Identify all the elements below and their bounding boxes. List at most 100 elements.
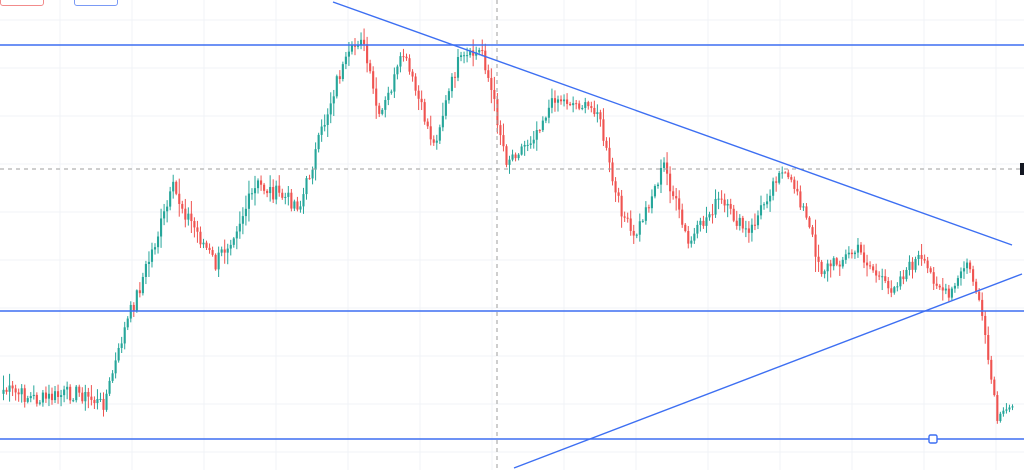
candle-body	[435, 140, 438, 143]
candle-body	[344, 56, 347, 65]
candle-body	[35, 394, 38, 404]
candle-body	[784, 172, 787, 174]
candle-body	[232, 238, 235, 245]
candle-body	[359, 39, 363, 46]
candle-body	[805, 206, 808, 218]
candle-body	[865, 262, 869, 266]
candle-body	[314, 149, 317, 170]
candle-body	[981, 299, 984, 316]
candle-body	[872, 266, 875, 271]
candle-body	[338, 76, 341, 80]
candle-body	[617, 192, 620, 196]
candle-body	[972, 269, 975, 282]
candle-body	[959, 271, 963, 279]
candle-body	[2, 389, 5, 394]
order-tag-blue[interactable]	[74, 0, 118, 6]
candle-body	[862, 252, 866, 263]
candle-body	[156, 236, 160, 248]
candle-body	[911, 261, 914, 270]
candles	[2, 28, 1014, 424]
line-handle[interactable]	[928, 434, 938, 444]
candle-body	[772, 181, 775, 196]
candle-body	[662, 162, 666, 168]
candle-body	[126, 318, 129, 328]
candle-body	[317, 134, 320, 150]
candle-body	[875, 270, 878, 276]
candle-body	[41, 392, 44, 403]
candle-body	[769, 195, 772, 202]
candle-body	[402, 56, 405, 58]
trend-line[interactable]	[332, 1, 1013, 246]
candle-body	[499, 125, 502, 136]
trend-line[interactable]	[513, 273, 1023, 469]
candle-body	[756, 215, 760, 226]
candle-body	[523, 144, 526, 147]
candle-body	[363, 39, 366, 45]
candle-body	[590, 106, 593, 108]
candle-body	[269, 186, 272, 194]
candle-body	[969, 262, 972, 270]
candle-body	[923, 258, 926, 261]
candle-body	[526, 144, 529, 146]
candle-body	[408, 58, 411, 72]
candle-body	[887, 280, 890, 289]
candle-body	[559, 99, 563, 102]
candle-body	[859, 244, 863, 253]
candle-body	[726, 203, 729, 206]
candle-body	[335, 76, 338, 97]
candle-body	[353, 45, 357, 47]
candle-body	[235, 231, 238, 239]
candle-body	[441, 115, 444, 128]
candle-body	[178, 193, 181, 204]
candle-body	[541, 120, 544, 131]
candle-body	[750, 224, 753, 233]
candle-body	[514, 154, 517, 159]
candle-body	[132, 304, 135, 312]
candle-body	[790, 177, 793, 180]
candle-body	[53, 391, 57, 401]
candle-body	[208, 247, 211, 251]
candle-body	[587, 102, 590, 107]
candle-body	[741, 217, 744, 229]
candle-body	[366, 44, 369, 64]
candle-body	[150, 249, 154, 262]
candle-body	[935, 283, 938, 286]
candle-body	[417, 90, 420, 99]
candle-body	[84, 391, 87, 402]
candle-body	[481, 50, 484, 52]
candle-body	[117, 347, 120, 361]
candle-body	[944, 288, 947, 291]
order-tag-red[interactable]	[0, 0, 44, 6]
candle-body	[390, 91, 393, 93]
candle-body	[693, 233, 696, 241]
candle-body	[644, 207, 647, 221]
candle-body	[453, 76, 457, 78]
candle-body	[799, 191, 802, 208]
candle-body	[278, 185, 281, 193]
candle-body	[287, 192, 290, 197]
candle-body	[341, 64, 344, 80]
candle-body	[93, 399, 96, 404]
candle-body	[472, 50, 475, 56]
candle-body	[432, 139, 435, 143]
candle-body	[90, 396, 93, 400]
candle-body	[626, 217, 629, 219]
candle-body	[593, 107, 596, 115]
candle-body	[881, 276, 884, 278]
candle-body	[144, 263, 147, 277]
candle-body	[475, 52, 478, 56]
candle-body	[147, 261, 151, 264]
candle-body	[259, 180, 263, 185]
candle-body	[508, 159, 511, 165]
candle-body	[823, 271, 826, 275]
candle-body	[184, 208, 187, 220]
candle-body	[141, 276, 144, 294]
candle-body	[550, 98, 553, 108]
candle-body	[620, 195, 623, 217]
candle-body	[723, 199, 726, 206]
candle-body	[120, 343, 123, 348]
candle-body	[429, 126, 432, 140]
candle-body	[123, 327, 126, 344]
